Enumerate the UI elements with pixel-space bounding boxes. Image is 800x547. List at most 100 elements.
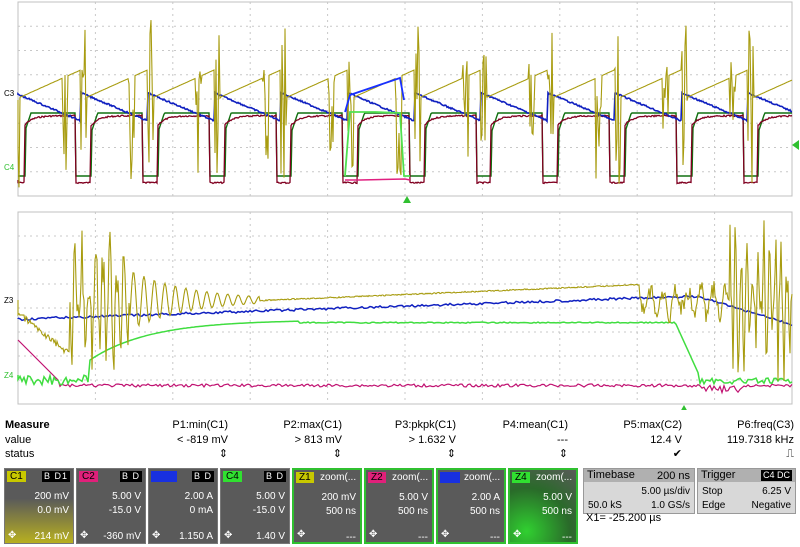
channel-flags: B D	[191, 471, 214, 482]
timebase-rate: 1.0 GS/s	[651, 500, 690, 511]
vertical-scale: 5.00 V	[112, 491, 141, 502]
timebase-title: Timebase	[587, 469, 635, 481]
trace-c2-zoom-region	[345, 178, 411, 181]
zoom-z3-descriptor[interactable]: zoom(... 2.00 A 500 ns --- ✥	[436, 468, 506, 544]
zoom-z2-descriptor[interactable]: Z2 zoom(... 5.00 V 500 ns --- ✥	[364, 468, 434, 544]
param-value: > 813 mV	[294, 434, 342, 446]
param-status-icon: ⎍	[786, 448, 794, 460]
trace-z2	[17, 339, 793, 395]
vertical-offset: -15.0 V	[108, 505, 141, 516]
timebase-descriptor[interactable]: Timebase 200 ns 5.00 µs/div 50.0 kS 1.0 …	[583, 468, 695, 514]
zoom-label: zoom(...	[392, 472, 429, 483]
vertical-offset: 0.0 mV	[37, 505, 69, 516]
param-name[interactable]: P2:max(C1)	[283, 419, 342, 431]
trace-c3-zoom-region	[344, 76, 405, 113]
trigger-descriptor[interactable]: Trigger C4 DC Stop 6.25 V Edge Negative	[697, 468, 796, 514]
zoom-horizontal-scale: 500 ns	[469, 506, 500, 517]
move-icon: ✥	[441, 529, 450, 540]
zoom-position-marker[interactable]	[680, 405, 688, 410]
channel-dock: C1 B D1 200 mV 0.0 mV 214 mV ✥ C2 B D 5.…	[0, 465, 800, 547]
trigger-source: C4 DC	[760, 470, 792, 481]
param-status-icon: ⇕	[332, 448, 342, 460]
channel-tag: C4	[223, 471, 242, 482]
channel-flags: B D1	[41, 471, 70, 482]
param-name[interactable]: P5:max(C2)	[623, 419, 682, 431]
trace-z4	[17, 320, 793, 387]
param-status-icon: ⇕	[558, 448, 568, 460]
cursor-value: 214 mV	[34, 531, 69, 542]
channel-c2-descriptor[interactable]: C2 B D 5.00 V -15.0 V -360 mV ✥	[76, 468, 146, 544]
trace-c4-zoom-region	[344, 111, 410, 177]
status-row-label: status	[5, 448, 35, 460]
channel-c3-descriptor[interactable]: B D 2.00 A 0 mA 1.150 A ✥	[148, 468, 218, 544]
zoom-label: zoom(...	[536, 472, 573, 483]
param-status-icon: ✔	[672, 448, 682, 460]
vertical-offset: -15.0 V	[252, 505, 285, 516]
trigger-title: Trigger	[701, 469, 736, 481]
cursor-value: ---	[346, 532, 356, 543]
vertical-offset: 0 mA	[189, 505, 213, 516]
trigger-type: Edge	[702, 500, 726, 511]
cursor-readout: X1= -25.200 µs	[586, 512, 662, 524]
lower-grid	[17, 211, 793, 405]
param-name[interactable]: P3:pkpk(C1)	[394, 419, 456, 431]
param-value: 119.7318 kHz	[726, 434, 794, 446]
zoom-horizontal-scale: 500 ns	[325, 506, 356, 517]
trace-label-c4: C4	[4, 163, 15, 172]
move-icon: ✥	[369, 529, 378, 540]
trigger-level: 6.25 V	[762, 486, 791, 497]
zoom-vertical-scale: 5.00 V	[543, 492, 572, 503]
zoom-tag: Z4	[512, 472, 530, 483]
cursor-value: ---	[418, 532, 428, 543]
trace-z1	[17, 220, 793, 381]
value-row-label: value	[5, 434, 32, 446]
move-icon: ✥	[297, 529, 306, 540]
cursor-value: 1.150 A	[179, 531, 213, 542]
zoom-z4-descriptor[interactable]: Z4 zoom(... 5.00 V 500 ns --- ✥	[508, 468, 578, 544]
channel-tag: C2	[79, 471, 98, 482]
channel-tag	[151, 471, 177, 482]
cursor-value: 1.40 V	[256, 531, 285, 542]
param-status-icon: ⇕	[446, 448, 456, 460]
zoom-tag	[440, 472, 460, 483]
vertical-scale: 2.00 A	[184, 491, 213, 502]
trace-label-z4: Z4	[4, 371, 14, 380]
param-name[interactable]: P6:freq(C3)	[737, 419, 794, 431]
cursor-value: ---	[562, 532, 572, 543]
param-name[interactable]: P1:min(C1)	[172, 419, 228, 431]
channel-c4-descriptor[interactable]: C4 B D 5.00 V -15.0 V 1.40 V ✥	[220, 468, 290, 544]
move-icon: ✥	[8, 530, 17, 541]
param-value: ---	[557, 434, 568, 446]
move-icon: ✥	[80, 530, 89, 541]
trigger-position-marker[interactable]	[403, 196, 411, 203]
zoom-z1-descriptor[interactable]: Z1 zoom(... 200 mV 500 ns --- ✥	[292, 468, 362, 544]
param-name[interactable]: P4:mean(C1)	[502, 419, 568, 431]
trace-c1	[17, 20, 793, 188]
trigger-level-marker[interactable]	[792, 140, 799, 150]
zoom-vertical-scale: 5.00 V	[399, 492, 428, 503]
zoom-vertical-scale: 200 mV	[321, 492, 356, 503]
move-icon: ✥	[513, 529, 522, 540]
move-icon: ✥	[224, 530, 233, 541]
channel-flags: B D	[119, 471, 142, 482]
cursor-value: ---	[490, 532, 500, 543]
zoom-horizontal-scale: 500 ns	[541, 506, 572, 517]
trace-label-z3: Z3	[4, 296, 14, 305]
scope-display: C3 C4 Z3 Z4	[4, 1, 799, 410]
measure-title: Measure	[5, 419, 50, 431]
channel-tag: C1	[7, 471, 26, 482]
trace-label-c3: C3	[4, 89, 15, 98]
timebase-samples: 50.0 kS	[588, 500, 622, 511]
cursor-value: -360 mV	[103, 531, 141, 542]
zoom-horizontal-scale: 500 ns	[397, 506, 428, 517]
zoom-label: zoom(...	[464, 472, 501, 483]
zoom-label: zoom(...	[320, 472, 357, 483]
measure-table: Measure P1:min(C1) P2:max(C1) P3:pkpk(C1…	[0, 418, 800, 464]
zoom-vertical-scale: 2.00 A	[471, 492, 500, 503]
zoom-tag: Z1	[296, 472, 314, 483]
param-status-icon: ⇕	[218, 448, 228, 460]
trigger-slope: Negative	[751, 500, 791, 511]
timebase-div: 5.00 µs/div	[641, 486, 690, 497]
channel-c1-descriptor[interactable]: C1 B D1 200 mV 0.0 mV 214 mV ✥	[4, 468, 74, 544]
move-icon: ✥	[152, 530, 161, 541]
